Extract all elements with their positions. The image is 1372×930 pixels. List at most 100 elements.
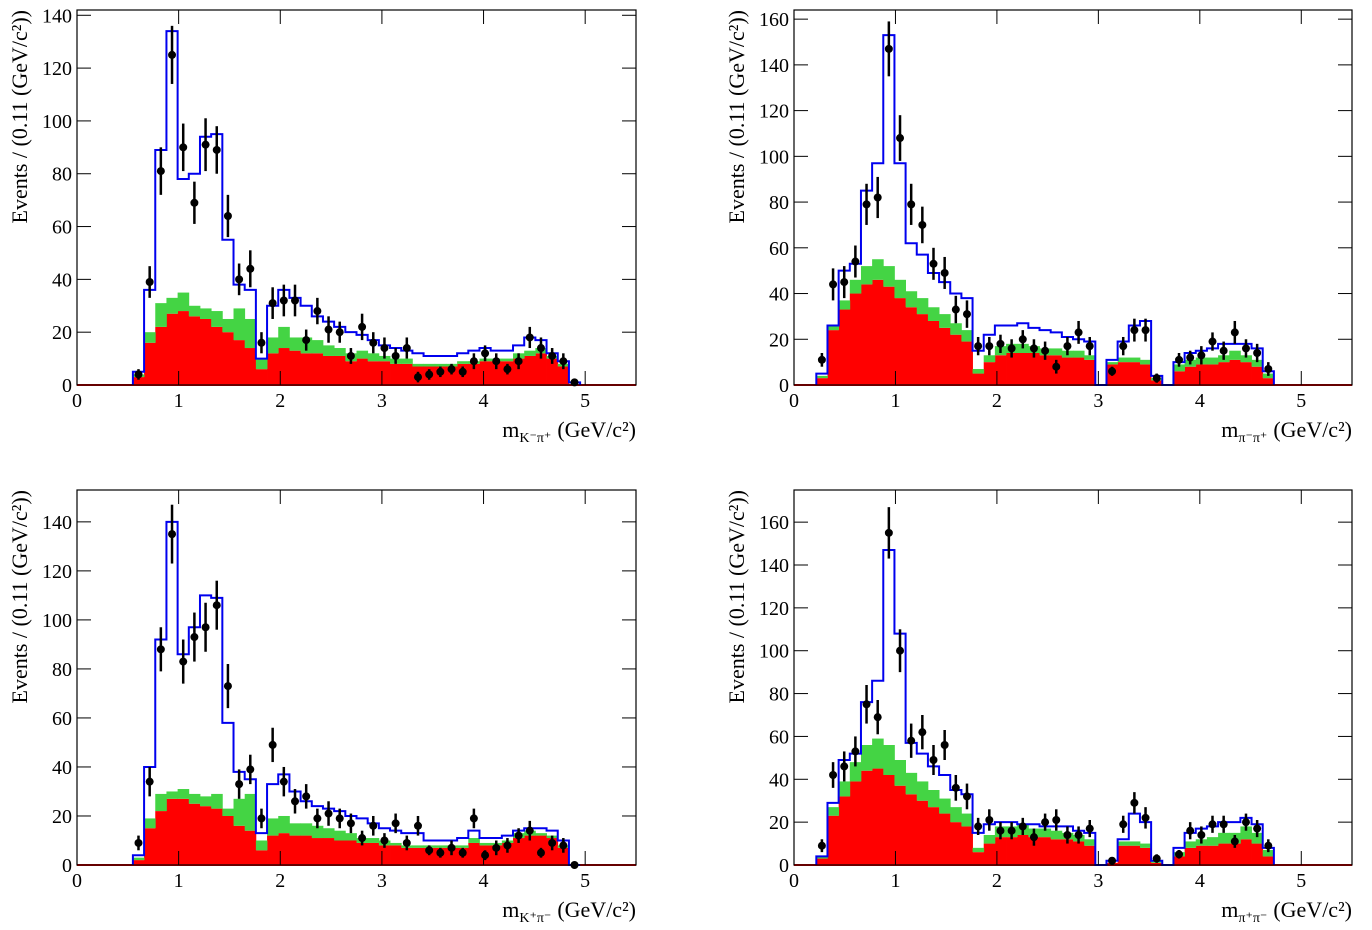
x-axis-subscript: π⁺π⁻ — [1238, 911, 1267, 926]
stacked-bar — [838, 300, 851, 310]
data-point — [918, 220, 927, 229]
stacked-bar — [816, 858, 828, 865]
stacked-bar — [905, 307, 918, 385]
stacked-bar — [849, 293, 862, 385]
stacked-bar — [155, 793, 167, 812]
total-fit-line — [815, 549, 1275, 866]
stacked-bar — [244, 348, 257, 385]
data-point — [179, 143, 188, 152]
data-point — [1052, 362, 1061, 371]
x-tick-label: 1 — [174, 390, 184, 412]
data-point — [907, 200, 916, 209]
data-point — [335, 328, 344, 337]
stacked-bar — [177, 311, 190, 385]
stacked-bar — [244, 830, 257, 865]
stacked-bar — [972, 373, 985, 385]
data-point — [829, 280, 838, 289]
stacked-bar — [1184, 841, 1197, 848]
data-point — [1085, 824, 1094, 833]
stacked-bar — [356, 350, 369, 359]
total-fit-line — [131, 30, 582, 385]
stacked-bar — [1251, 359, 1264, 367]
x-tick-label: 4 — [1195, 390, 1205, 412]
data-point — [201, 140, 210, 149]
data-point — [862, 700, 871, 709]
y-tick-label: 100 — [42, 111, 72, 133]
stacked-bar — [524, 835, 536, 865]
stacked-bar — [872, 768, 884, 865]
stacked-bar — [1117, 841, 1130, 846]
x-axis-subscript: π⁻π⁺ — [1238, 431, 1267, 446]
stacked-bar — [367, 361, 380, 385]
stacked-bar — [1039, 828, 1052, 838]
data-point — [985, 816, 994, 824]
x-tick-label: 1 — [174, 870, 184, 892]
stacked-bar — [1184, 366, 1197, 385]
stacked-bar — [233, 798, 246, 826]
histogram-panel: 0 20 40 60 80 100 120 140 160 0 1 2 3 4 5 Events / (0.1… — [724, 489, 1353, 926]
stacked-bar — [155, 303, 167, 327]
stacked-bar — [322, 345, 335, 356]
stacked-bar — [838, 309, 851, 385]
stacked-bar — [1061, 839, 1074, 865]
stacked-bar — [434, 845, 447, 848]
data-point — [168, 530, 177, 539]
data-point — [536, 344, 545, 353]
stacked-bar — [278, 833, 290, 865]
stacked-bar — [994, 837, 1007, 865]
data-point — [851, 257, 860, 266]
stacked-bar — [289, 350, 301, 385]
stacked-bar — [278, 348, 290, 385]
stacked-bar — [423, 847, 436, 865]
data-point — [156, 645, 165, 654]
x-tick-label: 5 — [580, 390, 590, 412]
histogram-panel: 0 20 40 60 80 100 120 140 0 1 2 3 4 5 Events / (0.11 (… — [7, 5, 637, 446]
stacked-bar — [188, 803, 201, 865]
stacked-bar — [401, 847, 413, 865]
data-point — [1074, 328, 1083, 337]
y-tick-label: 120 — [42, 561, 72, 583]
data-point — [559, 357, 568, 366]
data-point — [481, 349, 490, 358]
stacked-bar — [311, 838, 324, 865]
stacked-bar — [939, 798, 951, 814]
data-point — [1108, 367, 1117, 376]
data-point — [279, 777, 288, 786]
stacked-bar — [412, 845, 424, 848]
y-axis-label: Events / (0.11 (GeV/c²)) — [724, 490, 749, 704]
stacked-bar — [872, 259, 884, 280]
y-tick-label: 40 — [52, 757, 72, 779]
stacked-bar — [1206, 845, 1219, 865]
y-tick-label: 160 — [759, 9, 789, 31]
data-point — [1041, 346, 1050, 355]
data-point — [829, 771, 838, 779]
stacked-bar — [1173, 364, 1185, 372]
data-point — [469, 814, 478, 823]
data-point — [302, 336, 311, 345]
stacked-bar — [423, 363, 436, 367]
data-point — [235, 780, 244, 789]
stacked-bar — [300, 823, 313, 836]
x-axis-label: mπ⁺π⁻ (GeV/c²) — [1221, 897, 1352, 926]
stacked-bar — [468, 363, 480, 385]
x-tick-label: 3 — [1093, 390, 1103, 412]
data-point — [525, 826, 534, 835]
stacked-bar — [457, 361, 469, 364]
data-point — [548, 351, 557, 360]
stacked-bar — [1128, 357, 1141, 363]
x-axis-unit: (GeV/c²) — [1273, 417, 1352, 442]
x-tick-label: 5 — [1296, 390, 1306, 412]
data-point — [896, 134, 905, 143]
data-point — [257, 338, 266, 347]
stacked-bar — [211, 793, 223, 809]
stacked-bar — [961, 826, 973, 865]
data-point — [1029, 833, 1038, 842]
stacked-bar — [132, 860, 145, 865]
data-point — [503, 841, 512, 850]
data-point — [1130, 326, 1139, 335]
stacked-bar — [827, 807, 840, 816]
stacked-bar — [1229, 359, 1241, 385]
y-tick-label: 80 — [52, 164, 72, 186]
x-axis-subscript: K⁺π⁻ — [519, 911, 551, 926]
data-point — [918, 728, 927, 737]
